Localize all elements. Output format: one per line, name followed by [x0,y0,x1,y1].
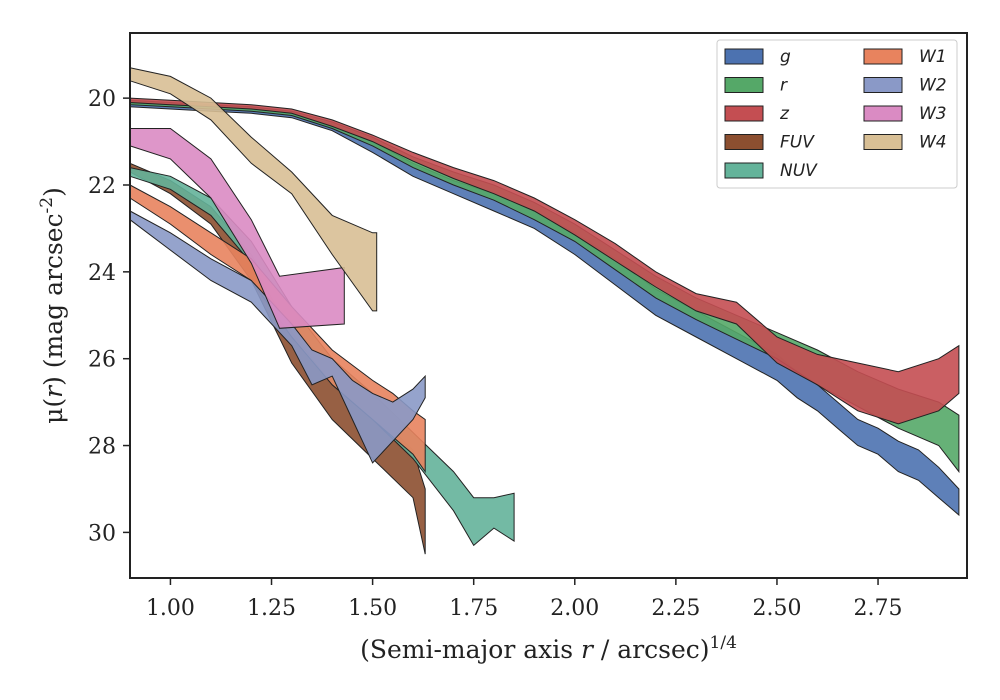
series-band-w2 [129,210,426,464]
y-tick-label: 26 [88,348,116,373]
x-tick-label: 2.25 [651,596,700,621]
legend-label-r: r [780,76,788,96]
legend-label-w2: W2 [919,76,947,96]
legend-label-fuv: FUV [780,133,815,153]
legend-swatch-w2 [863,77,903,93]
y-axis-title: μ(r) (mag arcsec-2​) [37,187,68,424]
x-tick-label: 2.50 [752,596,801,621]
y-tick-label: 30 [88,521,116,546]
plot-frame [129,32,968,579]
legend-label-g: g [780,47,791,67]
x-tick-label: 1.00 [146,596,195,621]
legend-swatch-z [724,105,764,122]
series-band-w3 [129,128,345,329]
series-band-z [129,97,960,425]
legend-swatch-w4 [863,134,903,150]
x-tick-label: 2.75 [854,596,903,621]
legend-label-nuv: NUV [780,161,818,181]
legend-swatch-fuv [724,134,764,150]
legend-label-w3: W3 [919,104,947,124]
x-tick-label: 2.00 [550,596,599,621]
series-band-w4 [129,67,378,312]
x-tick-label: 1.25 [247,596,296,621]
legend-swatch-w1 [863,48,903,65]
y-tick-label: 20 [88,87,116,112]
y-tick-label: 28 [88,435,116,460]
legend-swatch-nuv [724,162,764,179]
legend-label-w4: W4 [919,133,947,153]
x-axis: 1.00 1.25 1.50 1.75 2.00 2.25 2.50 2.75 [146,578,903,621]
legend-label-z: z [779,104,790,124]
x-axis-title: (Semi-major axis r / arcsec)1/4​ [360,633,737,664]
legend-swatch-r [724,77,764,93]
y-axis: 20 22 24 26 28 30 [88,87,130,546]
legend: grz FUV NUV W1 W2 W3 W4 [716,39,958,189]
legend-swatch-w3 [863,105,903,122]
legend-swatch-g [724,48,764,65]
x-tick-label: 1.75 [449,596,498,621]
legend-label-w1: W1 [919,47,947,67]
y-tick-label: 24 [88,261,116,286]
chart-areas [129,67,960,555]
y-tick-label: 22 [88,174,116,199]
x-tick-label: 1.50 [348,596,397,621]
